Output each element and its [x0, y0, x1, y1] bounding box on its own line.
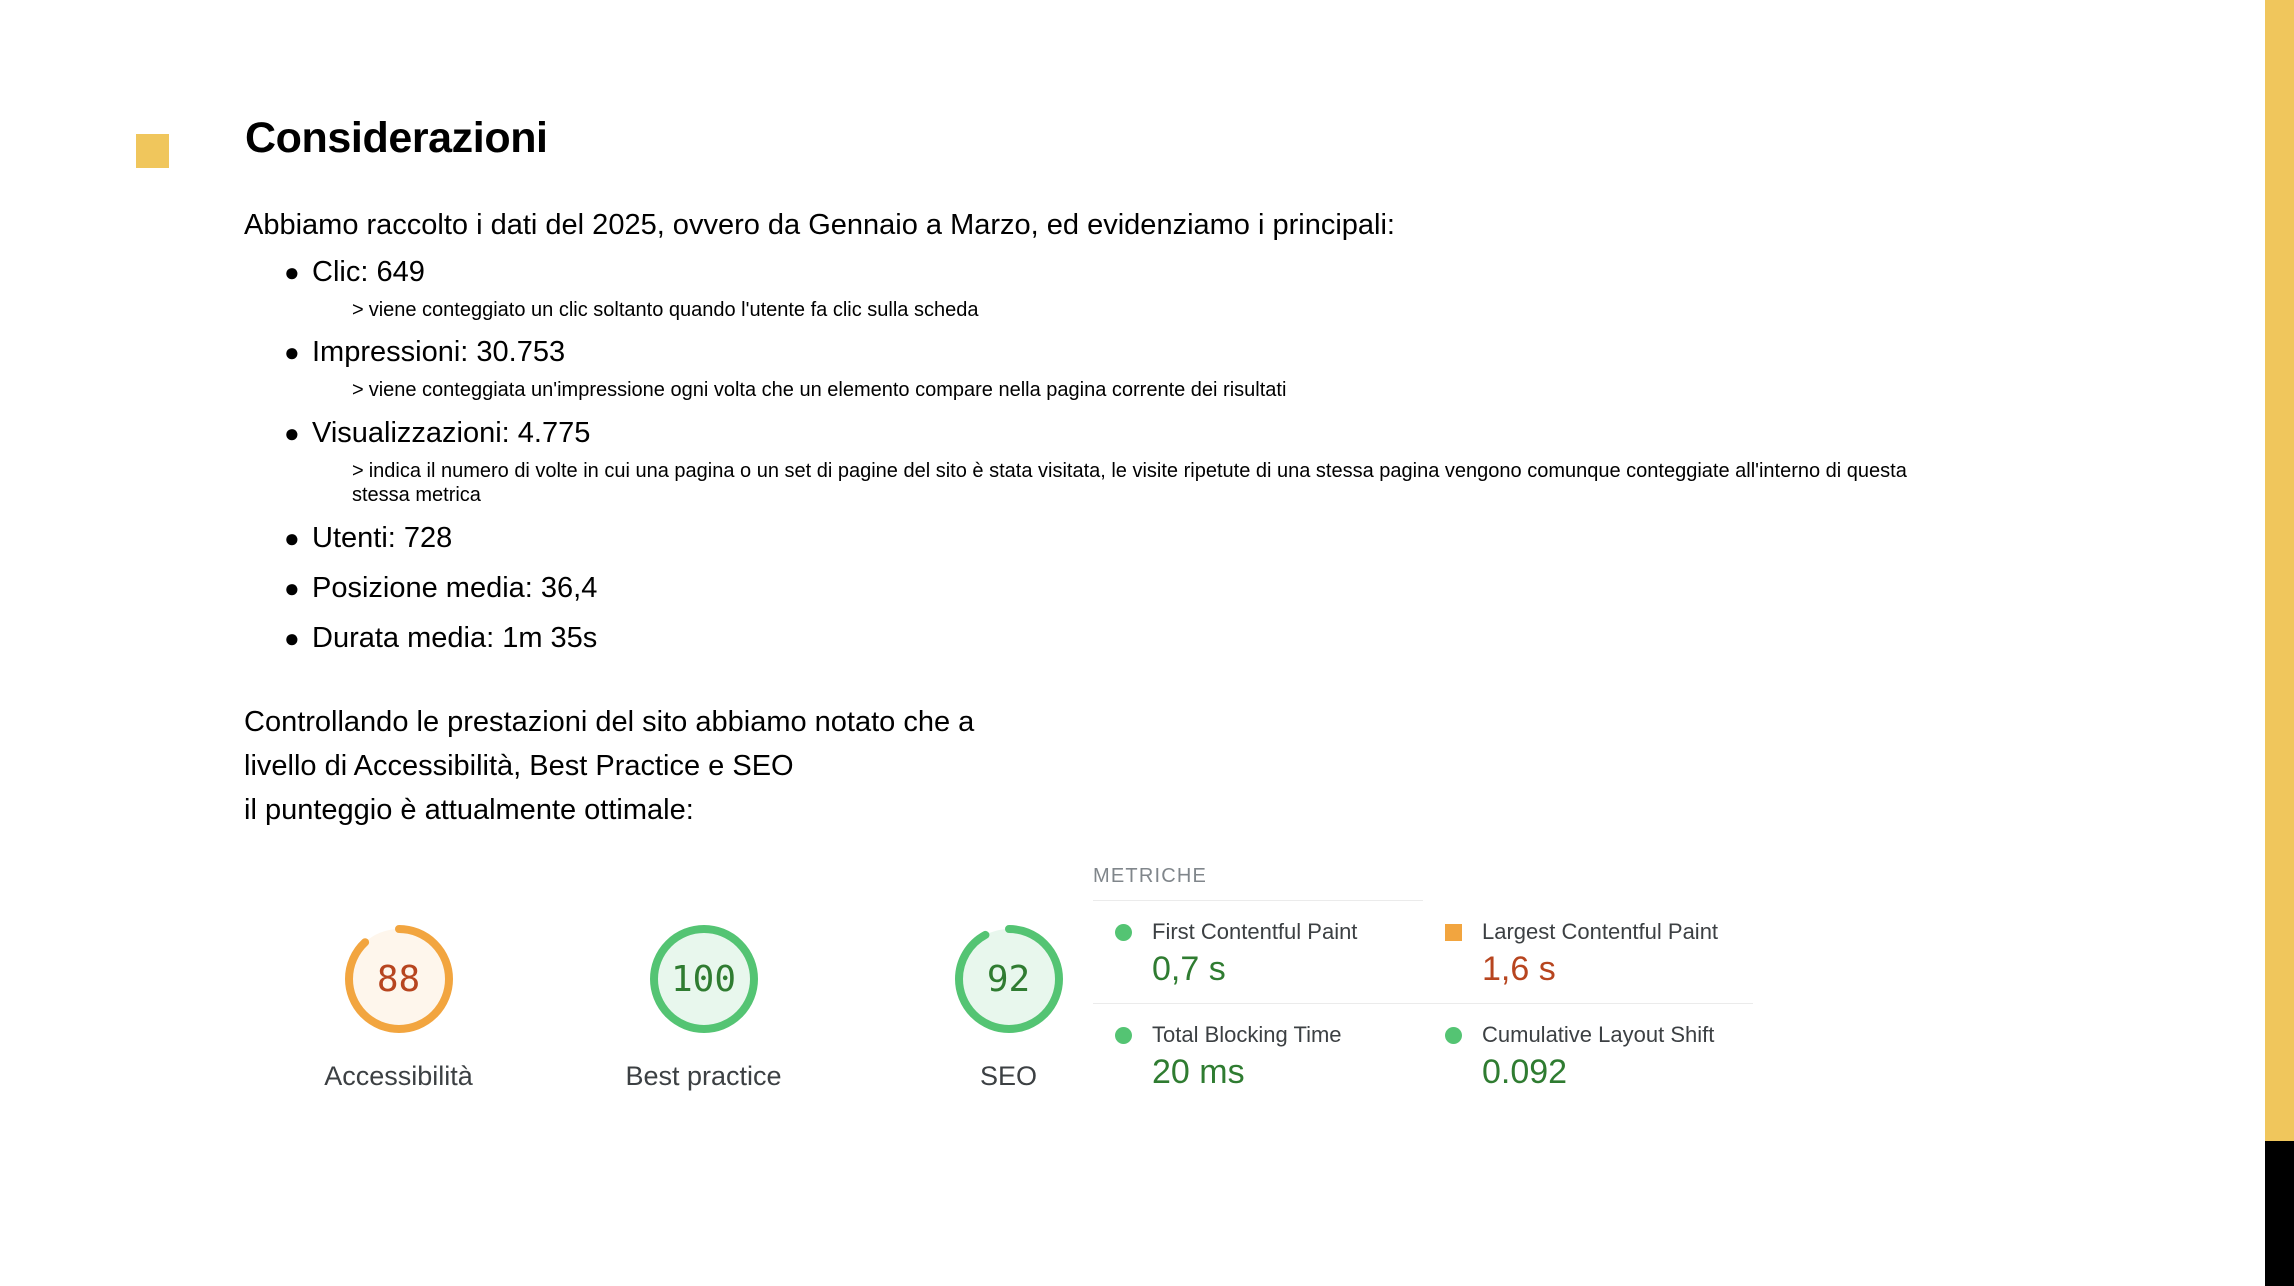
- bullet-marker-icon: ●: [284, 337, 300, 368]
- metriche-panel: METRICHE First Contentful Paint 0,7 s La…: [1093, 865, 1773, 1106]
- edge-bar-accent-segment: [2265, 0, 2294, 1141]
- metric-name: Total Blocking Time: [1152, 1022, 1342, 1048]
- gauge-arc-icon: [954, 925, 1063, 1033]
- list-item-label: Utenti: 728: [312, 521, 453, 554]
- list-item-label: Durata media: 1m 35s: [312, 621, 598, 654]
- gauge-label-accessibilita: Accessibilità: [324, 1061, 473, 1091]
- list-item-label: Impressioni: 30.753: [312, 336, 566, 369]
- list-item-label: Posizione media: 36,4: [312, 571, 598, 604]
- closing-line: livello di Accessibilità, Best Practice …: [244, 750, 794, 782]
- metric-value: 1,6 s: [1482, 950, 1556, 988]
- caret-icon: >: [352, 379, 364, 402]
- bullet-marker-icon: ●: [284, 622, 300, 653]
- lighthouse-score-gauges: 88 Accessibilità 100 Best practice 92: [246, 915, 1161, 1092]
- gauge-ring-accessibilita: 88: [335, 915, 463, 1043]
- metric-first-contentful-paint: First Contentful Paint 0,7 s: [1093, 900, 1423, 1003]
- list-item: ● Utenti: 728: [244, 514, 2004, 562]
- metric-name: Largest Contentful Paint: [1482, 919, 1719, 944]
- caret-icon: >: [352, 299, 364, 321]
- bullet-marker-icon: ●: [284, 257, 300, 287]
- list-item: ● Impressioni: 30.753: [244, 328, 2004, 376]
- gauge-score-seo: 92: [986, 958, 1031, 1000]
- edge-bar-dark-segment: [2265, 1141, 2294, 1286]
- gauge-label-seo: SEO: [979, 1061, 1038, 1091]
- gauge-seo: 92 SEO: [856, 915, 1161, 1092]
- status-square-icon: [1445, 923, 1462, 941]
- bullet-marker-icon: ●: [284, 417, 300, 448]
- gauge-label-best-practice: Best practice: [625, 1061, 782, 1091]
- closing-line: il punteggio è attualmente ottimale:: [244, 794, 694, 826]
- bullet-marker-icon: ●: [284, 572, 300, 603]
- gauge-best-practice: 100 Best practice: [551, 915, 856, 1092]
- list-item-label: Clic: 649: [312, 256, 425, 288]
- metriche-heading: METRICHE: [1093, 865, 1208, 887]
- gauge-ring-seo: 92: [945, 915, 1073, 1043]
- list-item: ● Durata media: 1m 35s: [244, 614, 2004, 662]
- slide-edge-bar: [2265, 0, 2294, 1286]
- gauge-score-accessibilita: 88: [376, 958, 421, 1000]
- metric-header: Largest Contentful Paint: [1423, 919, 1753, 945]
- metriche-grid: First Contentful Paint 0,7 s Largest Con…: [1093, 900, 1773, 1106]
- list-item-note-text: viene conteggiato un clic soltanto quand…: [368, 299, 979, 321]
- status-dot-icon: [1115, 1026, 1132, 1044]
- list-item-label: Visualizzazioni: 4.775: [312, 416, 591, 449]
- metric-cumulative-layout-shift: Cumulative Layout Shift 0.092: [1423, 1003, 1753, 1106]
- metric-largest-contentful-paint: Largest Contentful Paint 1,6 s: [1423, 900, 1753, 1003]
- gauge-arc-icon: [649, 925, 758, 1033]
- metric-value: 20 ms: [1152, 1053, 1245, 1092]
- list-item: ● Clic: 649: [244, 248, 2004, 296]
- caret-icon: >: [352, 459, 364, 482]
- metric-header: First Contentful Paint: [1093, 919, 1423, 945]
- list-item-note-text: indica il numero di volte in cui una pag…: [352, 459, 1907, 507]
- metric-header: Cumulative Layout Shift: [1423, 1022, 1753, 1048]
- list-item-note: > viene conteggiato un clic soltanto quan…: [352, 298, 1952, 322]
- list-item-note: > indica il numero di volte in cui una pa…: [352, 459, 1952, 508]
- closing-paragraph: Controllando le prestazioni del sito abb…: [244, 700, 974, 832]
- gauge-ring-best-practice: 100: [640, 915, 768, 1043]
- metric-value: 0,7 s: [1152, 950, 1226, 988]
- metric-name: Cumulative Layout Shift: [1482, 1022, 1715, 1048]
- gauge-score-best-practice: 100: [670, 958, 737, 1000]
- status-dot-icon: [1445, 1026, 1462, 1044]
- metrics-bullet-list: ● Clic: 649 > viene conteggiato un clic s…: [244, 248, 2004, 664]
- metric-name: First Contentful Paint: [1152, 919, 1358, 944]
- gauge-arc-icon: [344, 925, 453, 1033]
- intro-paragraph: Abbiamo raccolto i dati del 2025, ovvero…: [244, 209, 1395, 241]
- bullet-marker-icon: ●: [284, 522, 300, 553]
- list-item-note: > viene conteggiata un'impressione ogni v…: [352, 378, 1952, 402]
- gauge-accessibilita: 88 Accessibilità: [246, 915, 551, 1092]
- page-title: Considerazioni: [245, 114, 548, 162]
- title-accent-square: [136, 134, 169, 168]
- metric-header: Total Blocking Time: [1093, 1022, 1423, 1048]
- list-item: ● Posizione media: 36,4: [244, 564, 2004, 612]
- list-item: ● Visualizzazioni: 4.775: [244, 409, 2004, 457]
- closing-line: Controllando le prestazioni del sito abb…: [244, 706, 975, 738]
- metric-value: 0.092: [1482, 1053, 1568, 1092]
- list-item-note-text: viene conteggiata un'impressione ogni vo…: [368, 379, 1287, 402]
- status-dot-icon: [1115, 923, 1132, 941]
- metric-total-blocking-time: Total Blocking Time 20 ms: [1093, 1003, 1423, 1106]
